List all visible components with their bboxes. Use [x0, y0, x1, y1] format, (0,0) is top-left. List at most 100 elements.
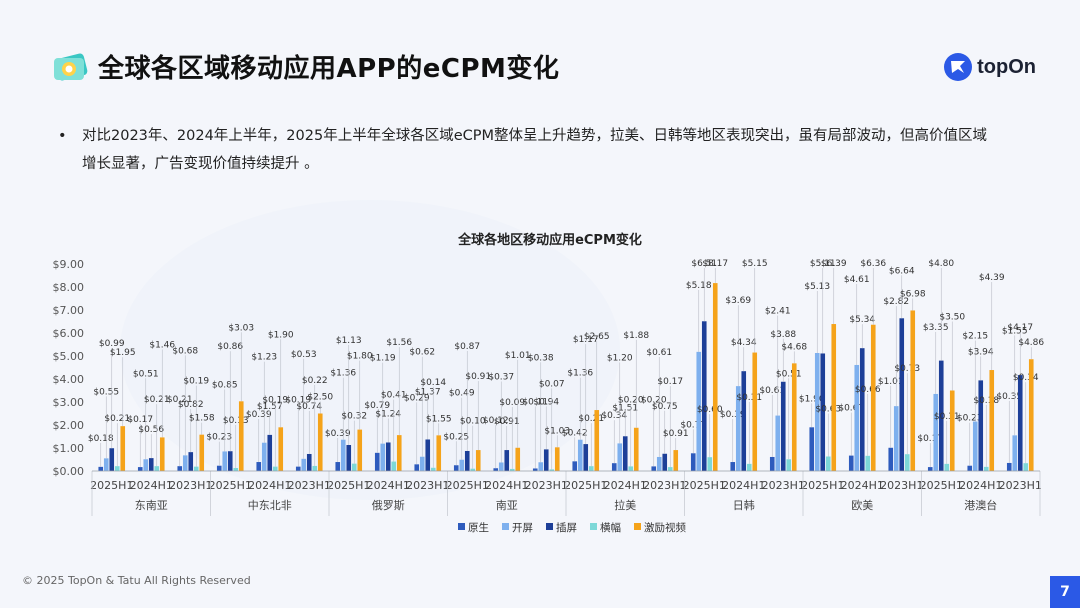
data-label: $1.03 [544, 426, 570, 436]
data-label: $0.63 [815, 405, 841, 415]
data-label: $0.20 [618, 395, 644, 405]
data-label: $0.94 [533, 397, 559, 407]
bar [820, 353, 826, 471]
legend-swatch [590, 523, 597, 530]
data-label: $0.53 [291, 350, 317, 360]
data-label: $0.25 [443, 432, 469, 442]
data-label: $3.69 [725, 296, 751, 306]
data-label: $0.87 [454, 342, 480, 352]
data-label: $1.17 [573, 335, 599, 345]
legend-swatch [546, 523, 553, 530]
page-title: 全球各区域移动应用APP的eCPM变化 [98, 54, 560, 84]
data-label: $3.03 [228, 323, 254, 333]
bar [554, 447, 560, 471]
bar [177, 466, 183, 471]
bar [809, 427, 815, 471]
bar [938, 360, 944, 471]
bar [989, 370, 995, 471]
data-label: $0.38 [528, 353, 554, 363]
bar [1012, 435, 1018, 471]
data-label: $0.29 [404, 393, 430, 403]
bar [391, 461, 397, 471]
bar [899, 318, 905, 471]
x-tick-period: 2023H1 [880, 479, 923, 492]
data-label: $0.85 [212, 380, 238, 390]
bar [306, 453, 312, 471]
data-label: $1.90 [799, 394, 825, 404]
data-label: $0.42 [562, 428, 588, 438]
x-tick-region: 日韩 [733, 498, 755, 512]
legend-label: 原生 [468, 521, 489, 534]
x-tick-region: 欧美 [851, 499, 873, 512]
bullet-marker: • [58, 128, 67, 144]
bar [538, 462, 544, 471]
bar [425, 439, 431, 471]
data-label: $0.79 [364, 401, 390, 411]
header: 全球各区域移动应用APP的eCPM变化 [52, 48, 559, 85]
legend-swatch [502, 523, 509, 530]
data-label: $2.50 [307, 393, 333, 403]
data-label: $0.09 [499, 398, 525, 408]
bar [351, 463, 357, 471]
data-label: $1.37 [415, 387, 441, 397]
y-tick-label: $2.00 [53, 419, 85, 432]
data-label: $0.31 [736, 393, 762, 403]
data-label: $0.17 [917, 434, 943, 444]
data-label: $1.55 [426, 414, 452, 424]
data-label: $0.91 [465, 372, 491, 382]
data-label: $0.12 [483, 416, 509, 426]
data-label: $6.51 [691, 259, 717, 269]
x-tick-period: 2024H1 [130, 479, 173, 492]
bar [475, 450, 481, 471]
bar [1006, 462, 1012, 471]
legend-swatch [634, 523, 641, 530]
data-label: $4.80 [928, 259, 954, 269]
bar [701, 321, 707, 471]
bar [865, 455, 871, 471]
data-label: $1.58 [189, 414, 215, 424]
bar [346, 445, 352, 471]
data-label: $1.01 [878, 377, 904, 387]
legend-label: 开屏 [512, 522, 533, 534]
data-label: $0.37 [488, 372, 514, 382]
bar [464, 450, 470, 471]
legend-swatch [458, 523, 465, 530]
copyright-footer: © 2025 TopOn & Tatu All Rights Reserved [22, 574, 251, 587]
data-label: $2.82 [883, 297, 909, 307]
data-label: $1.19 [370, 354, 396, 364]
x-tick-period: 2025H1 [327, 479, 370, 492]
bar [543, 449, 549, 471]
bar [730, 462, 736, 471]
data-label: $0.61 [759, 386, 785, 396]
bar [114, 466, 120, 471]
bar [904, 454, 910, 471]
data-label: $0.21 [104, 414, 130, 424]
data-label: $3.35 [923, 323, 949, 333]
data-label: $0.74 [296, 402, 322, 412]
data-label: $0.67 [838, 404, 864, 414]
bar [335, 462, 341, 471]
bar [611, 463, 617, 471]
x-tick-region: 拉美 [614, 498, 636, 512]
data-label: $0.17 [127, 415, 153, 425]
x-tick-period: 2024H1 [248, 479, 291, 492]
bar [752, 352, 758, 471]
x-tick-period: 2023H1 [288, 479, 331, 492]
bar [967, 465, 973, 471]
x-tick-period: 2024H1 [959, 479, 1002, 492]
bar [470, 468, 476, 471]
data-label: $0.13 [223, 416, 249, 426]
bar [972, 421, 978, 471]
data-label: $0.39 [720, 410, 746, 420]
data-label: $0.14 [420, 378, 446, 388]
bar [430, 467, 436, 471]
bar [267, 434, 273, 471]
bar [933, 393, 939, 471]
bar [103, 458, 109, 471]
bar [870, 324, 876, 471]
data-label: $6.39 [821, 259, 847, 269]
y-tick-label: $1.00 [53, 442, 85, 455]
x-tick-period: 2025H1 [209, 479, 252, 492]
bar [504, 450, 510, 471]
bar [949, 390, 955, 471]
